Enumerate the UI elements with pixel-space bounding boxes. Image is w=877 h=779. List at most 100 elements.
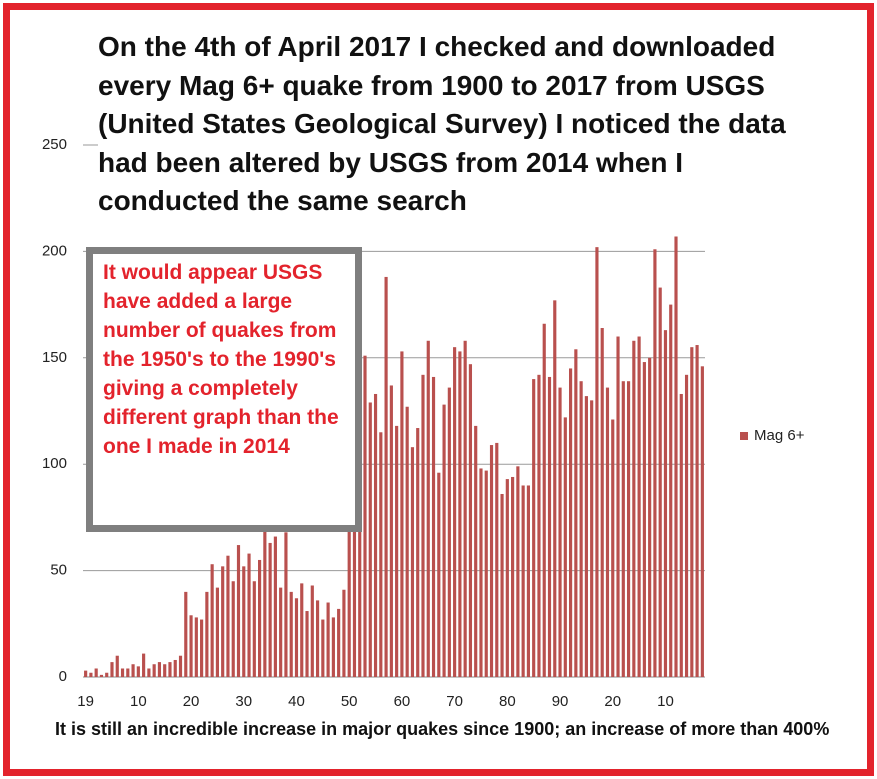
x-tick-label: 19 [77, 693, 94, 710]
legend-swatch [740, 432, 748, 440]
y-tick-label: 0 [59, 668, 67, 685]
bar [442, 404, 446, 677]
x-tick-label: 20 [183, 693, 200, 710]
bar [500, 493, 504, 677]
bar [242, 566, 246, 677]
bar [468, 364, 473, 677]
bar [363, 355, 367, 677]
bar [632, 340, 636, 677]
bar [474, 425, 478, 677]
bar [384, 276, 388, 677]
bar [700, 366, 704, 677]
bar [337, 608, 341, 677]
bar [215, 587, 219, 677]
caption: It is still an incredible increase in ma… [55, 719, 830, 739]
x-tick-label: 20 [604, 693, 621, 710]
bar [642, 362, 646, 677]
bar [400, 351, 404, 677]
bar [426, 340, 430, 677]
bar [447, 387, 451, 677]
bar [99, 674, 104, 677]
annotation: It would appear USGS have added a large … [86, 247, 362, 532]
bar [595, 247, 599, 678]
bar [236, 545, 241, 677]
bar [532, 379, 536, 677]
bar [542, 323, 546, 677]
bar [368, 402, 372, 677]
x-tick-label: 10 [657, 693, 674, 710]
bar [110, 662, 114, 677]
bar [184, 591, 188, 677]
bar [210, 564, 214, 677]
bar [663, 330, 668, 677]
chart-title: On the 4th of April 2017 I checked and d… [98, 28, 798, 221]
bar [410, 447, 415, 677]
bar [173, 659, 177, 677]
bar [226, 555, 230, 677]
bar [152, 664, 156, 677]
bar [653, 249, 657, 677]
y-tick-label: 50 [50, 562, 67, 579]
bar [669, 304, 673, 677]
bar [495, 442, 499, 677]
bar [279, 587, 283, 677]
bar [569, 368, 573, 677]
bar [300, 583, 304, 677]
bar [189, 615, 193, 677]
bar [574, 349, 578, 677]
x-tick-label: 90 [552, 693, 569, 710]
x-tick-label: 40 [288, 693, 305, 710]
bar [331, 617, 335, 677]
bar [431, 376, 436, 677]
bar [547, 376, 552, 677]
bar [405, 406, 409, 677]
bar [347, 389, 351, 677]
bar [458, 351, 462, 677]
bar [305, 611, 309, 677]
bar [605, 387, 610, 677]
legend-label: Mag 6+ [754, 427, 805, 444]
bar [621, 381, 625, 677]
x-tick-label: 80 [499, 693, 516, 710]
bar [168, 662, 172, 677]
bar [342, 589, 346, 677]
bar [479, 468, 483, 677]
bar [379, 432, 383, 677]
x-tick-label: 50 [341, 693, 358, 710]
bar [94, 668, 98, 677]
bar [421, 374, 425, 677]
bar [136, 666, 140, 677]
bar [453, 347, 457, 677]
bar [163, 664, 167, 677]
bar [221, 566, 225, 677]
bar [89, 672, 93, 677]
y-tick-label: 100 [42, 455, 67, 472]
bar [695, 345, 699, 677]
bar [511, 476, 515, 677]
bar [268, 542, 272, 677]
bar [648, 357, 652, 677]
bar [553, 300, 557, 677]
bar [120, 668, 125, 677]
bar [289, 591, 293, 677]
bar [178, 655, 183, 677]
bar [147, 668, 151, 677]
bar [626, 381, 631, 677]
bar [247, 553, 251, 677]
bar [679, 393, 683, 677]
bar [611, 419, 615, 677]
bar [115, 655, 119, 677]
x-tick-label: 10 [130, 693, 147, 710]
bar [142, 653, 146, 677]
x-tick-label: 30 [235, 693, 252, 710]
bar [437, 472, 441, 677]
bar [205, 591, 209, 677]
bar [684, 374, 689, 677]
bar [131, 664, 135, 677]
bar [537, 374, 541, 677]
bar [658, 287, 662, 677]
bar [616, 336, 620, 677]
bar [674, 236, 678, 677]
bar [126, 668, 130, 677]
